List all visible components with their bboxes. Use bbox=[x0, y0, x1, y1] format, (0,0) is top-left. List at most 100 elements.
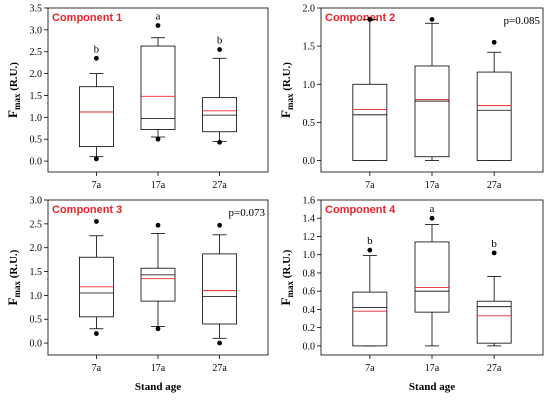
x-tick-label: 7a bbox=[92, 180, 102, 191]
outlier-point bbox=[217, 222, 223, 228]
outlier-point bbox=[367, 247, 373, 253]
y-tick-label: 3.0 bbox=[30, 196, 43, 207]
y-tick-label: 0.5 bbox=[30, 315, 43, 326]
iqr-box bbox=[140, 267, 176, 302]
outlier-point bbox=[94, 55, 99, 61]
panel-3: 0.0 0.5 1.0 1.5 2.0 2.5 3.0 7a 17a 27a Component 3… bbox=[5, 196, 269, 393]
y-tick-label: 1.0 bbox=[303, 250, 316, 261]
significance-letter: b bbox=[94, 43, 100, 55]
y-axis-title: Fmax (R.U.) bbox=[278, 249, 295, 305]
y-axis-title-unit: (R.U.) bbox=[281, 249, 293, 281]
x-tick-label: 27a bbox=[212, 363, 227, 374]
y-axis-title-sub: max bbox=[12, 93, 22, 110]
x-tick-label: 17a bbox=[151, 363, 166, 374]
panel-title: Component 3 bbox=[52, 204, 122, 216]
y-tick-label: 0.0 bbox=[303, 341, 316, 352]
outlier-point bbox=[155, 222, 161, 228]
panel-1: 0.0 0.5 1.0 1.5 2.0 2.5 3.0 3.5 7a 17a 27a Componen… bbox=[5, 4, 269, 191]
y-tick-label: 3.5 bbox=[30, 4, 43, 15]
outlier-point bbox=[491, 39, 497, 45]
significance-letter: b bbox=[367, 235, 373, 247]
panel-title: Component 2 bbox=[325, 12, 395, 24]
y-tick-label: 1.5 bbox=[30, 267, 43, 278]
y-tick-label: 2.0 bbox=[30, 69, 43, 80]
y-axis-title-unit: (R.U.) bbox=[8, 249, 20, 281]
y-axis-title-main: F bbox=[5, 297, 20, 305]
y-tick-label: 0.4 bbox=[303, 305, 316, 316]
iqr-box bbox=[414, 241, 450, 313]
box-27a bbox=[202, 222, 238, 346]
x-tick-label: 27a bbox=[487, 363, 502, 374]
y-axis-title-unit: (R.U.) bbox=[281, 62, 293, 94]
y-tick-label: 1.0 bbox=[30, 291, 43, 302]
outlier-point bbox=[155, 136, 161, 142]
outlier-point bbox=[429, 17, 435, 22]
outlier-point bbox=[367, 17, 373, 22]
box-7a bbox=[79, 219, 114, 336]
outlier-point bbox=[94, 331, 99, 336]
y-tick-label: 1.0 bbox=[30, 113, 43, 124]
panel-title: Component 1 bbox=[52, 12, 122, 24]
x-tick-label: 7a bbox=[92, 363, 102, 374]
y-axis-title-sub: max bbox=[285, 93, 295, 110]
y-tick-label: 1.4 bbox=[303, 214, 316, 225]
outlier-point bbox=[429, 215, 435, 221]
y-tick-label: 2.0 bbox=[303, 4, 316, 15]
y-tick-label: 3.0 bbox=[30, 25, 43, 36]
significance-letter: b bbox=[217, 35, 223, 47]
y-axis-title-main: F bbox=[5, 110, 20, 118]
y-tick-label: 0.6 bbox=[303, 287, 316, 298]
panel-4: 0.0 0.2 0.4 0.6 0.8 1.0 1.2 1.4 1.6 7a 17a 27a Compo… bbox=[278, 196, 544, 393]
significance-letter: a bbox=[430, 203, 435, 215]
iqr-box bbox=[202, 253, 238, 325]
significance-letter: a bbox=[156, 10, 161, 22]
p-value-annotation: p=0.085 bbox=[504, 15, 541, 27]
outlier-point bbox=[491, 250, 497, 256]
x-tick-label: 27a bbox=[212, 180, 227, 191]
iqr-box bbox=[476, 71, 512, 161]
y-tick-label: 1.5 bbox=[30, 91, 43, 102]
outlier-point bbox=[94, 219, 99, 224]
x-tick-label: 17a bbox=[151, 180, 166, 191]
y-tick-label: 0.5 bbox=[30, 135, 43, 146]
y-tick-label: 0.0 bbox=[30, 157, 43, 168]
outlier-point bbox=[155, 326, 161, 332]
y-tick-label: 1.0 bbox=[303, 80, 316, 91]
panel-title: Component 4 bbox=[325, 204, 396, 216]
box-17a bbox=[140, 222, 176, 332]
y-axis-title: Fmax (R.U.) bbox=[278, 62, 295, 118]
y-tick-label: 2.5 bbox=[30, 219, 43, 230]
box-17a: a bbox=[140, 10, 176, 142]
iqr-box bbox=[202, 97, 238, 133]
box-27a: b bbox=[476, 238, 512, 347]
box-7a: b bbox=[352, 235, 388, 347]
y-tick-label: 1.5 bbox=[303, 42, 316, 53]
box-27a: b bbox=[202, 35, 238, 145]
iqr-box bbox=[352, 83, 388, 161]
y-axis-title-sub: max bbox=[12, 281, 22, 298]
y-tick-label: 0.0 bbox=[30, 339, 43, 350]
y-tick-label: 1.6 bbox=[303, 196, 316, 207]
x-tick-label: 17a bbox=[425, 363, 440, 374]
iqr-box bbox=[140, 45, 176, 130]
y-tick-label: 2.5 bbox=[30, 47, 43, 58]
y-axis-title-main: F bbox=[278, 297, 293, 305]
panel-2: 0.0 0.5 1.0 1.5 2.0 7a 17a 27a Component 2 p=0.08… bbox=[278, 4, 544, 191]
iqr-box bbox=[414, 65, 450, 158]
x-tick-label: 7a bbox=[365, 180, 375, 191]
box-7a bbox=[352, 17, 388, 161]
x-axis-title: Stand age bbox=[409, 381, 455, 393]
outlier-point bbox=[217, 139, 223, 145]
y-tick-label: 2.0 bbox=[30, 243, 43, 254]
outlier-point bbox=[217, 47, 223, 52]
iqr-box bbox=[79, 86, 114, 148]
y-tick-label: 0.8 bbox=[303, 268, 316, 279]
box-27a bbox=[476, 39, 512, 161]
iqr-box bbox=[352, 291, 388, 347]
outlier-point bbox=[94, 156, 99, 162]
y-axis-title-main: F bbox=[278, 110, 293, 118]
y-axis-title-unit: (R.U.) bbox=[8, 62, 20, 94]
y-tick-label: 0.0 bbox=[303, 156, 316, 167]
x-axis-title: Stand age bbox=[135, 381, 181, 393]
